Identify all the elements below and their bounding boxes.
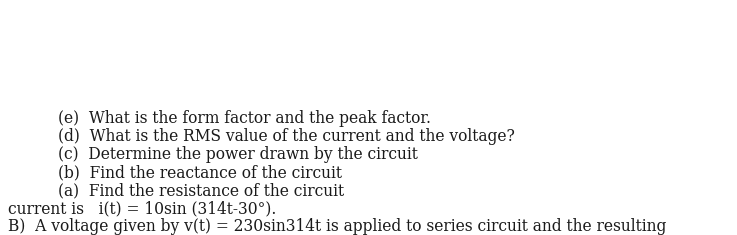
Text: (c)  Determine the power drawn by the circuit: (c) Determine the power drawn by the cir… xyxy=(58,146,418,163)
Text: B)  A voltage given by v(t) = 230sin314t is applied to series circuit and the re: B) A voltage given by v(t) = 230sin314t … xyxy=(8,218,666,235)
Text: (d)  What is the RMS value of the current and the voltage?: (d) What is the RMS value of the current… xyxy=(58,128,515,145)
Text: (a)  Find the resistance of the circuit: (a) Find the resistance of the circuit xyxy=(58,182,344,199)
Text: current is   i(t) = 10sin (314t-30°).: current is i(t) = 10sin (314t-30°). xyxy=(8,200,276,217)
Text: (e)  What is the form factor and the peak factor.: (e) What is the form factor and the peak… xyxy=(58,110,431,127)
Text: (b)  Find the reactance of the circuit: (b) Find the reactance of the circuit xyxy=(58,164,342,181)
